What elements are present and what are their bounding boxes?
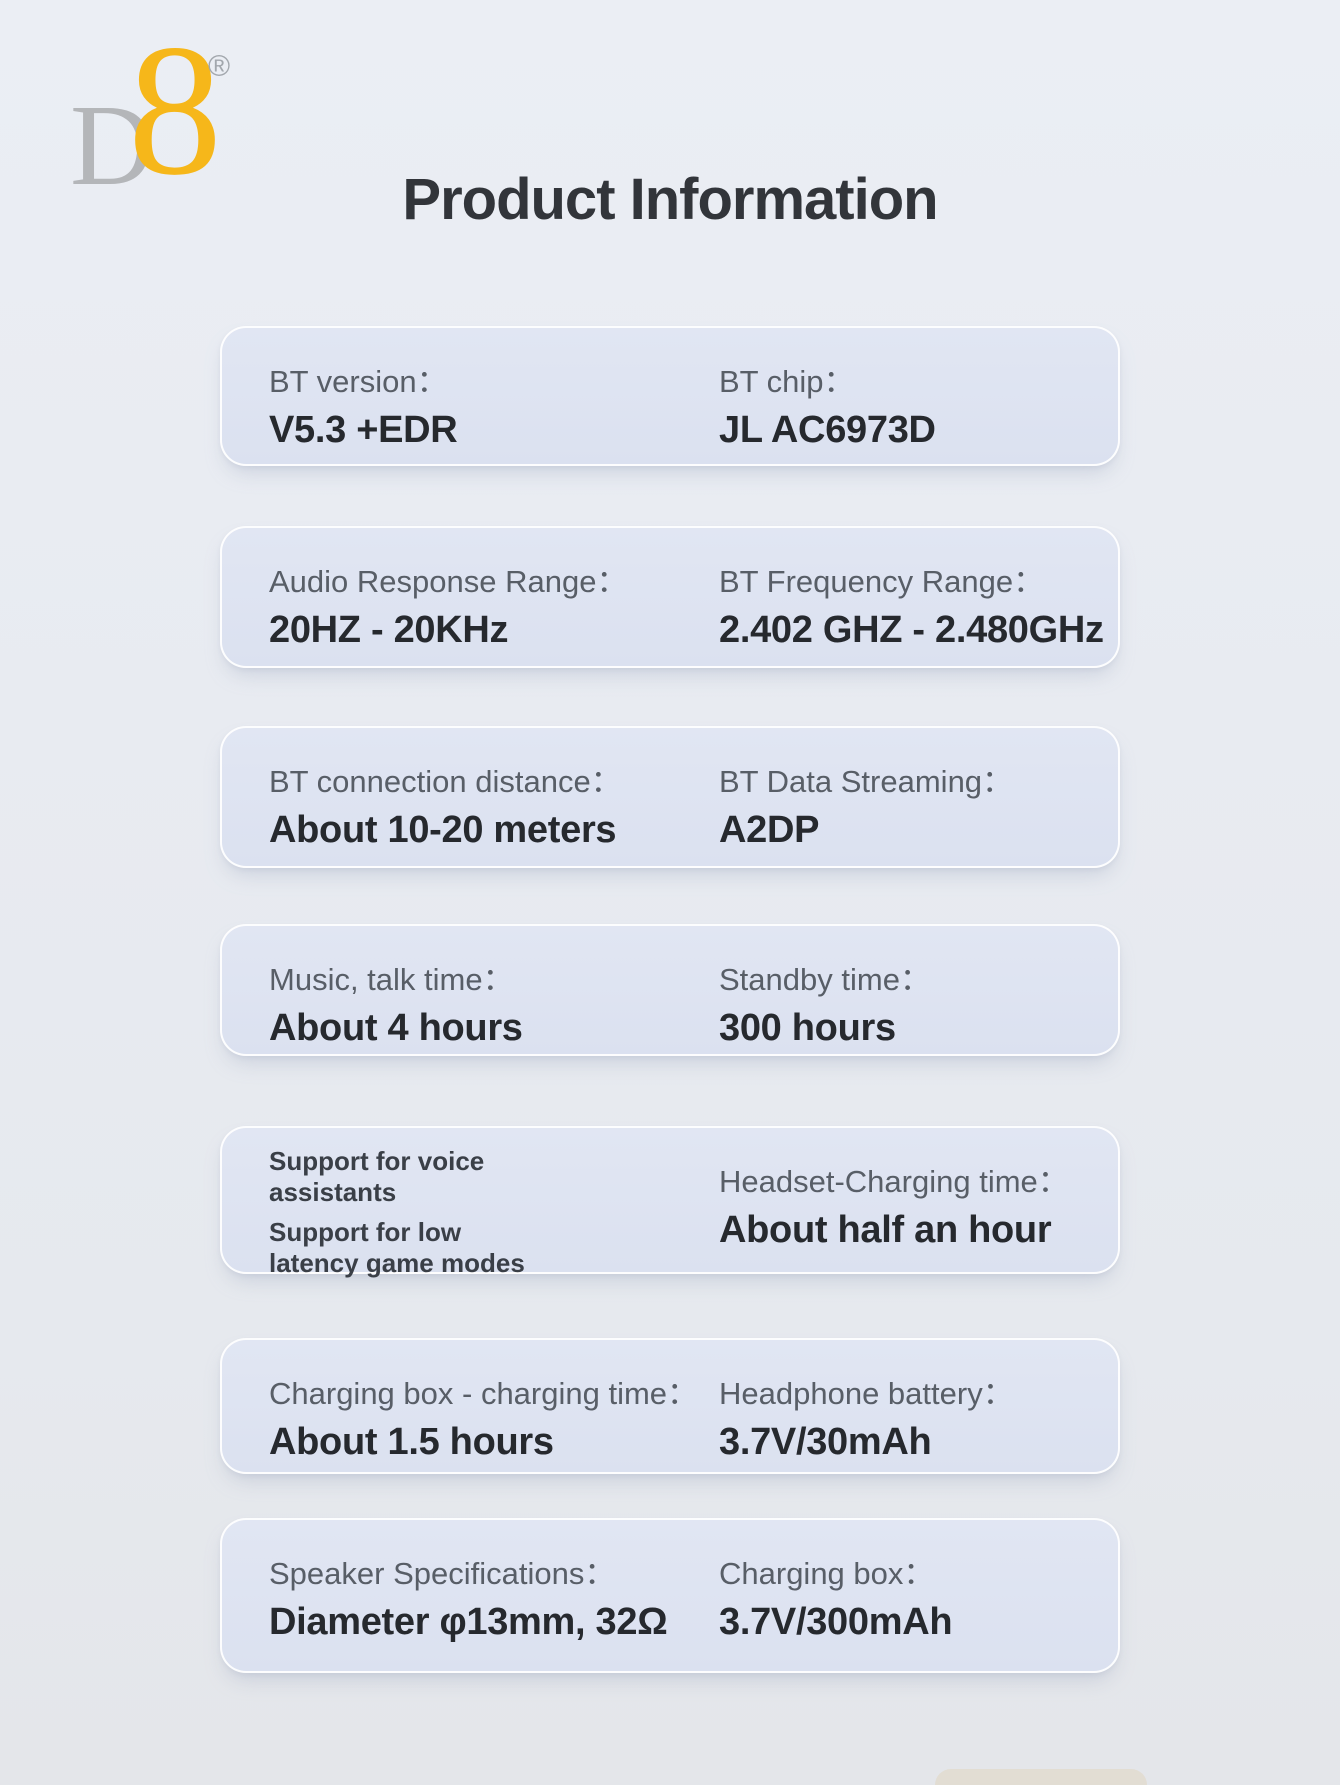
spec-right-column: BT chip： JL AC6973D [719, 328, 1109, 464]
spec-label: BT connection distance： [269, 764, 622, 799]
spec-left-column: BT connection distance： About 10-20 meter… [269, 728, 714, 866]
spec-label: Charging box - charging time： [269, 1376, 699, 1411]
spec-value: JL AC6973D [719, 409, 936, 451]
spec-value: 300 hours [719, 1007, 896, 1049]
spec-left-column: BT version： V5.3 +EDR [269, 328, 714, 464]
spec-card-5: Support for voice assistants Support for … [220, 1126, 1120, 1278]
spec-card-3: BT connection distance： About 10-20 meter… [220, 726, 1120, 868]
spec-label: Headset-Charging time： [719, 1164, 1069, 1199]
spec-value: About 1.5 hours [269, 1421, 554, 1463]
spec-card-1: BT version： V5.3 +EDR BT chip： JL AC6973D [220, 326, 1120, 466]
spec-label: Audio Response Range： [269, 564, 628, 599]
spec-value: About half an hour [719, 1209, 1052, 1251]
spec-left-column: Charging box - charging time： About 1.5 h… [269, 1340, 714, 1472]
spec-left-column: Audio Response Range： 20HZ - 20KHz [269, 528, 714, 666]
brand-logo-letter-d: D [70, 82, 154, 210]
page-title: Product Information [402, 167, 938, 232]
spec-value: 3.7V/300mAh [719, 1601, 953, 1643]
spec-value: 20HZ - 20KHz [269, 609, 509, 651]
spec-right-column: Headphone battery： 3.7V/30mAh [719, 1340, 1109, 1472]
spec-label: Standby time： [719, 962, 931, 997]
spec-label: Speaker Specifications： [269, 1556, 616, 1591]
spec-card-7: Speaker Specifications： Diameter φ13mm, 3… [220, 1518, 1120, 1673]
spec-left-column: Support for voice assistants Support for … [269, 1128, 714, 1278]
spec-label: BT chip： [719, 364, 855, 399]
spec-card-2: Audio Response Range： 20HZ - 20KHz BT Freq… [220, 526, 1120, 668]
spec-right-column: Charging box： 3.7V/300mAh [719, 1520, 1109, 1671]
spec-right-column: Headset-Charging time： About half an hour [719, 1128, 1109, 1272]
spec-card-4: Music, talk time： About 4 hours Standby ti… [220, 924, 1120, 1056]
brand-logo-digit-8: 8 [128, 5, 222, 214]
spec-label: Headphone battery： [719, 1376, 1014, 1411]
brand-logo: D 8 ® [70, 16, 250, 210]
spec-right-column: Standby time： 300 hours [719, 926, 1109, 1054]
spec-value: V5.3 +EDR [269, 409, 458, 451]
spec-feature-text: Support for voice assistants [269, 1146, 485, 1207]
registered-trademark-icon: ® [208, 50, 231, 83]
spec-right-column: BT Frequency Range： 2.402 GHZ - 2.480GHz [719, 528, 1109, 666]
spec-value: About 4 hours [269, 1007, 523, 1049]
next-section-peek [935, 1769, 1147, 1785]
spec-label: BT version： [269, 364, 448, 399]
spec-label: BT Data Streaming： [719, 764, 1014, 799]
spec-left-column: Music, talk time： About 4 hours [269, 926, 714, 1054]
spec-label: Music, talk time： [269, 962, 514, 997]
spec-label: BT Frequency Range： [719, 564, 1045, 599]
spec-value: Diameter φ13mm, 32Ω [269, 1601, 668, 1643]
spec-value: A2DP [719, 809, 820, 851]
spec-value: 3.7V/30mAh [719, 1421, 932, 1463]
spec-value: 2.402 GHZ - 2.480GHz [719, 609, 1104, 651]
spec-left-column: Speaker Specifications： Diameter φ13mm, 3… [269, 1520, 714, 1671]
spec-value: About 10-20 meters [269, 809, 617, 851]
spec-feature-text: Support for low latency game modes [269, 1217, 525, 1278]
spec-card-6: Charging box - charging time： About 1.5 h… [220, 1338, 1120, 1474]
spec-right-column: BT Data Streaming： A2DP [719, 728, 1109, 866]
spec-label: Charging box： [719, 1556, 935, 1591]
